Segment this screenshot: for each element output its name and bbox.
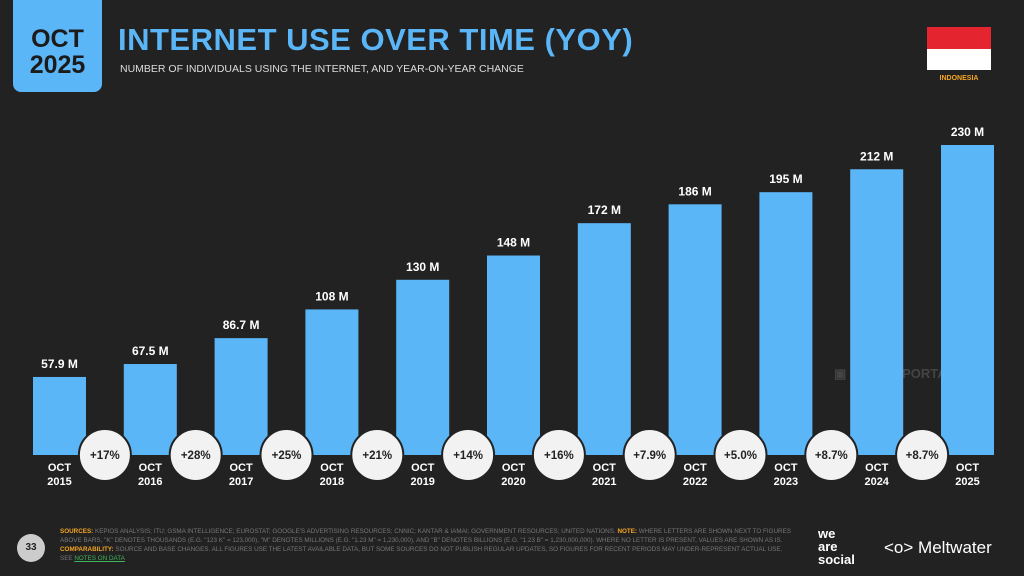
bar — [850, 169, 904, 455]
date-year: 2025 — [29, 51, 86, 79]
country-label: INDONESIA — [939, 75, 979, 82]
bar-value-label: 130 M — [406, 260, 439, 274]
yoy-change-bubble — [259, 428, 314, 482]
page-number: 33 — [17, 534, 45, 562]
yoy-change-label: +21% — [362, 450, 392, 462]
bar — [577, 223, 631, 455]
x-tick-label-month: OCT — [48, 462, 72, 474]
bar-value-label: 108 M — [315, 289, 348, 303]
yoy-change-bubble — [713, 428, 768, 482]
page-title: INTERNET USE OVER TIME (YOY) — [118, 22, 634, 57]
x-tick-label-month: OCT — [411, 462, 435, 474]
bar-value-label: 67.5 M — [132, 344, 169, 358]
bar — [759, 192, 813, 455]
x-tick-label-year: 2021 — [592, 476, 616, 488]
yoy-change-label: +14% — [453, 450, 483, 462]
bar-value-label: 195 M — [769, 172, 802, 186]
bar — [33, 376, 86, 455]
x-tick-label-year: 2019 — [410, 476, 434, 488]
bar — [941, 145, 994, 455]
yoy-change-label: +25% — [272, 450, 302, 462]
meltwater-logo: <o> Meltwater — [884, 538, 992, 557]
bar — [668, 204, 722, 455]
x-tick-label-year: 2017 — [229, 476, 253, 488]
x-tick-label-year: 2016 — [138, 476, 162, 488]
x-tick-label-year: 2024 — [864, 476, 889, 488]
yoy-change-bubble — [441, 428, 496, 482]
footer-notes: SOURCES: KEPIOS ANALYSIS; ITU; GSMA INTE… — [60, 528, 791, 562]
bar — [305, 309, 359, 455]
x-tick-label-year: 2023 — [774, 476, 798, 488]
yoy-change-label: +28% — [181, 450, 211, 462]
yoy-change-label: +5.0% — [724, 450, 757, 462]
x-tick-label-month: OCT — [865, 462, 889, 474]
x-tick-label-month: OCT — [593, 462, 617, 474]
date-badge: OCT 2025 — [13, 0, 102, 92]
yoy-change-label: +16% — [544, 450, 574, 462]
bar-value-label: 230 M — [951, 125, 984, 139]
x-tick-label-month: OCT — [956, 462, 980, 474]
bar-chart: 57.9 M OCT 2015 67.5 M OCT 2016 86.7 M OCT 2017 1… — [33, 125, 994, 488]
x-tick-label-month: OCT — [683, 462, 707, 474]
indonesia-flag-icon — [927, 27, 991, 70]
x-tick-label-month: OCT — [774, 462, 798, 474]
bar-value-label: 86.7 M — [223, 318, 260, 332]
x-tick-label-month: OCT — [502, 462, 526, 474]
x-tick-label-year: 2015 — [47, 476, 71, 488]
x-tick-label-year: 2020 — [501, 476, 525, 488]
yoy-change-bubble — [895, 428, 950, 482]
bar-value-label: 212 M — [860, 149, 893, 163]
x-tick-label-year: 2018 — [320, 476, 344, 488]
x-tick-label-year: 2022 — [683, 476, 707, 488]
bar — [123, 364, 177, 455]
bar — [396, 279, 450, 455]
yoy-change-label: +17% — [90, 450, 120, 462]
page-subtitle: NUMBER OF INDIVIDUALS USING THE INTERNET… — [120, 63, 524, 75]
yoy-change-bubble — [804, 428, 859, 482]
yoy-change-bubble — [622, 428, 677, 482]
bar-value-label: 148 M — [497, 236, 530, 250]
bar — [214, 338, 268, 455]
yoy-change-label: +8.7% — [906, 450, 939, 462]
notes-on-data-link[interactable]: NOTES ON DATA — [74, 555, 125, 562]
yoy-change-bubble — [77, 428, 132, 482]
bar-value-label: 172 M — [588, 203, 621, 217]
x-tick-label-month: OCT — [229, 462, 253, 474]
we-are-social-logo: we are social — [818, 526, 855, 567]
yoy-change-bubble — [350, 428, 405, 482]
yoy-change-label: +7.9% — [633, 450, 666, 462]
bar-value-label: 57.9 M — [41, 357, 78, 371]
date-month: OCT — [31, 25, 84, 53]
x-tick-label-month: OCT — [139, 462, 163, 474]
bar-value-label: 186 M — [678, 184, 711, 198]
yoy-change-bubble — [531, 428, 586, 482]
bar — [487, 255, 540, 455]
x-tick-label-year: 2025 — [955, 476, 979, 488]
yoy-change-bubble — [168, 428, 223, 482]
yoy-change-label: +8.7% — [815, 450, 848, 462]
x-tick-label-month: OCT — [320, 462, 344, 474]
